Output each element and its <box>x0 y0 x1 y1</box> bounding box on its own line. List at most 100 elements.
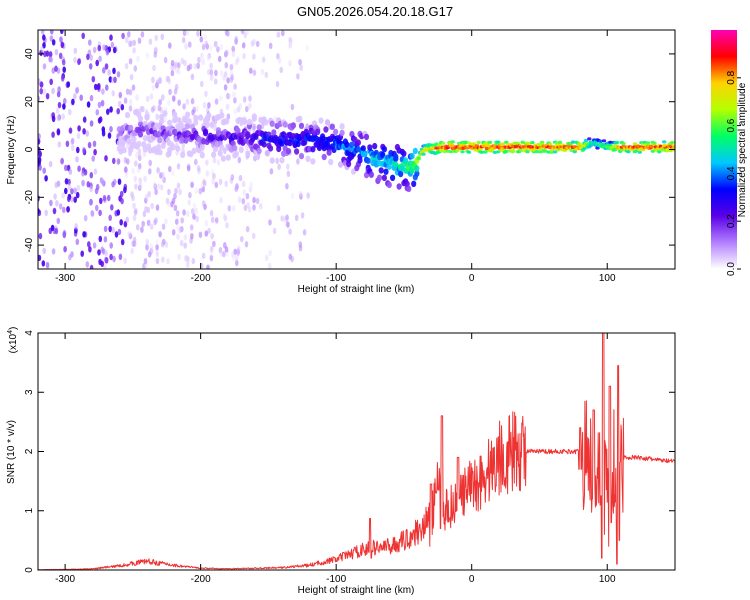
heatmap-cell <box>450 144 455 148</box>
heatmap-cell <box>175 66 179 74</box>
heatmap-cell <box>148 168 152 175</box>
heatmap-cell <box>226 92 230 100</box>
heatmap-cell <box>339 129 345 137</box>
heatmap-cell <box>54 227 59 235</box>
heatmap-cell <box>305 155 311 162</box>
heatmap-cell <box>285 214 289 221</box>
heatmap-cell <box>275 157 280 164</box>
heatmap-cell <box>280 215 285 222</box>
heatmap-cell <box>273 116 277 123</box>
heatmap-cell <box>113 76 117 84</box>
heatmap-cell <box>518 148 524 152</box>
heatmap-cell <box>158 99 162 106</box>
heatmap-cell <box>139 106 145 113</box>
heatmap-cell <box>288 42 293 49</box>
heatmap-cell <box>51 131 55 138</box>
heatmap-cell <box>160 33 165 40</box>
heatmap-cell <box>196 165 201 172</box>
heatmap-cell <box>478 147 483 151</box>
heatmap-cell <box>100 246 104 253</box>
snr-y-multiplier-close: ) <box>8 327 19 330</box>
heatmap-cell <box>235 259 239 267</box>
y-tick-label: 0 <box>24 567 35 573</box>
heatmap-cell <box>193 63 198 70</box>
heatmap-cell <box>414 170 420 177</box>
heatmap-cell <box>124 111 131 119</box>
heatmap-cell <box>76 132 81 140</box>
heatmap-cell <box>251 115 257 122</box>
heatmap-cell <box>186 65 191 72</box>
heatmap-cell <box>143 258 148 265</box>
heatmap-cell <box>183 242 187 249</box>
heatmap-cell <box>245 30 249 36</box>
heatmap-cell <box>134 160 138 167</box>
heatmap-cell <box>298 122 305 129</box>
heatmap-cell <box>183 255 188 262</box>
heatmap-cell <box>38 164 42 171</box>
heatmap-cell <box>329 123 335 130</box>
heatmap-cell <box>106 108 110 115</box>
heatmap-cell <box>242 52 246 60</box>
heatmap-cell <box>204 230 209 237</box>
heatmap-cell <box>166 258 170 265</box>
heatmap-cell <box>212 157 217 164</box>
heatmap-cell <box>189 224 194 231</box>
heatmap-cell <box>204 90 208 98</box>
heatmap-cell <box>124 62 129 70</box>
heatmap-cell <box>252 123 256 130</box>
heatmap-cell <box>344 141 350 148</box>
heatmap-cell <box>101 130 106 137</box>
heatmap-cell <box>158 231 162 238</box>
heatmap-cell <box>119 219 123 226</box>
heatmap-cell <box>136 140 142 148</box>
heatmap-cell <box>496 140 501 144</box>
heatmap-cell <box>277 163 281 171</box>
heatmap-cell <box>164 218 168 225</box>
heatmap-cell <box>236 56 240 63</box>
heatmap-cell <box>248 102 252 110</box>
heatmap-cell <box>376 174 383 181</box>
heatmap-cell <box>114 231 119 238</box>
heatmap-cell <box>520 140 525 144</box>
heatmap-cell <box>94 187 99 195</box>
heatmap-cell <box>93 83 98 91</box>
heatmap-layer <box>38 30 675 269</box>
heatmap-cell <box>190 208 195 215</box>
heatmap-cell <box>96 83 101 91</box>
heatmap-cell <box>224 180 228 187</box>
heatmap-cell <box>145 52 150 59</box>
heatmap-cell <box>414 165 420 172</box>
heatmap-cell <box>120 197 124 205</box>
heatmap-cell <box>167 188 171 196</box>
heatmap-cell <box>64 164 68 172</box>
heatmap-cell <box>201 43 206 51</box>
heatmap-cell <box>224 118 230 125</box>
heatmap-cell <box>39 88 43 95</box>
heatmap-cell <box>202 102 207 109</box>
heatmap-cell <box>109 253 113 261</box>
heatmap-cell <box>60 157 64 165</box>
heatmap-cell <box>286 170 291 177</box>
heatmap-cell <box>242 189 247 196</box>
heatmap-cell <box>129 73 134 81</box>
heatmap-cell <box>99 197 103 205</box>
heatmap-cell <box>144 113 150 120</box>
heatmap-cell <box>209 210 214 217</box>
heatmap-cell <box>288 228 292 235</box>
heatmap-cell <box>195 215 199 222</box>
heatmap-cell <box>381 174 387 181</box>
heatmap-cell <box>242 118 248 125</box>
heatmap-cell <box>235 183 239 191</box>
heatmap-cell <box>500 142 506 146</box>
heatmap-cell <box>401 150 407 157</box>
heatmap-cell <box>286 163 290 170</box>
heatmap-cell <box>232 145 238 152</box>
heatmap-cell <box>180 151 186 158</box>
heatmap-cell <box>132 39 136 46</box>
heatmap-cell <box>300 212 305 219</box>
heatmap-cell <box>85 130 89 137</box>
heatmap-cell <box>540 140 545 144</box>
heatmap-cell <box>126 158 130 165</box>
heatmap-cell <box>51 39 56 46</box>
heatmap-cell <box>161 256 165 263</box>
